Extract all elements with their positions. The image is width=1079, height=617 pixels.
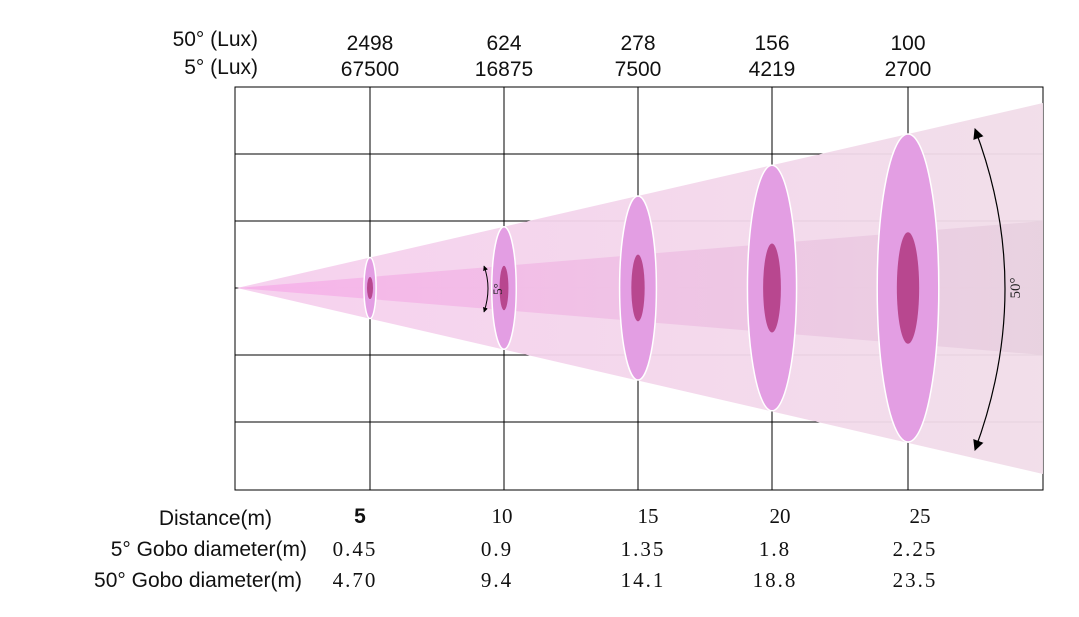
lux-5-value: 4219	[749, 58, 796, 81]
lux-values: 2498 67500 624 16875 278 7500 156 4219 100 2700	[341, 32, 932, 81]
lux-5-value: 2700	[885, 58, 932, 81]
wide-angle-arrow	[973, 127, 1006, 452]
gobo50-value: 4.70	[333, 568, 378, 592]
gobo5-value: 1.35	[621, 537, 666, 561]
gobo50-value: 18.8	[753, 568, 798, 592]
lux-50-value: 2498	[347, 32, 394, 55]
narrow-spot	[631, 254, 645, 322]
wide-angle-label: 50°	[1008, 278, 1024, 299]
gobo5-label: 5° Gobo diameter(m)	[111, 538, 307, 561]
lux-50-value: 100	[890, 32, 925, 55]
lux-5-value: 67500	[341, 58, 399, 81]
gobo5-value: 0.9	[481, 537, 513, 561]
distance-value: 20	[770, 504, 791, 528]
distance-label: Distance(m)	[159, 507, 272, 530]
lux-50-value: 156	[754, 32, 789, 55]
narrow-spots	[367, 232, 920, 344]
gobo50-value: 9.4	[481, 568, 513, 592]
header-label-50: 50° (Lux)	[173, 28, 258, 51]
gobo5-value: 2.25	[893, 537, 938, 561]
header-label-5: 5° (Lux)	[184, 56, 258, 79]
narrow-angle-label: 5°	[490, 283, 505, 295]
lux-50-value: 278	[620, 32, 655, 55]
gobo5-value: 0.45	[333, 537, 378, 561]
narrow-spot	[367, 276, 373, 300]
gobo50-value: 23.5	[893, 568, 938, 592]
gobo50-value: 14.1	[621, 568, 666, 592]
distance-value: 10	[492, 504, 513, 528]
lux-5-value: 7500	[615, 58, 662, 81]
distance-value: 5	[354, 505, 366, 528]
narrow-angle-arrow	[483, 265, 489, 313]
distance-value: 25	[910, 504, 931, 528]
narrow-spot	[763, 243, 781, 333]
gobo50-label: 50° Gobo diameter(m)	[94, 569, 302, 592]
gobo5-value: 1.8	[759, 537, 791, 561]
lux-5-value: 16875	[475, 58, 533, 81]
narrow-spot	[896, 232, 920, 344]
footer-values: 5 0.45 4.70 10 0.9 9.4 15 1.35 14.1 20 1.8 18.8 25 2.…	[333, 504, 938, 592]
lux-50-value: 624	[486, 32, 521, 55]
distance-value: 15	[638, 504, 659, 528]
narrow-spot	[499, 265, 509, 311]
